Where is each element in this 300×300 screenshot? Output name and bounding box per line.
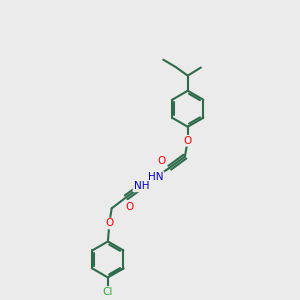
Text: Cl: Cl (103, 287, 113, 297)
Text: O: O (126, 202, 134, 212)
Text: NH: NH (134, 181, 149, 191)
Text: O: O (105, 218, 113, 229)
Text: O: O (184, 136, 192, 146)
Text: O: O (157, 156, 166, 166)
Text: HN: HN (148, 172, 164, 182)
